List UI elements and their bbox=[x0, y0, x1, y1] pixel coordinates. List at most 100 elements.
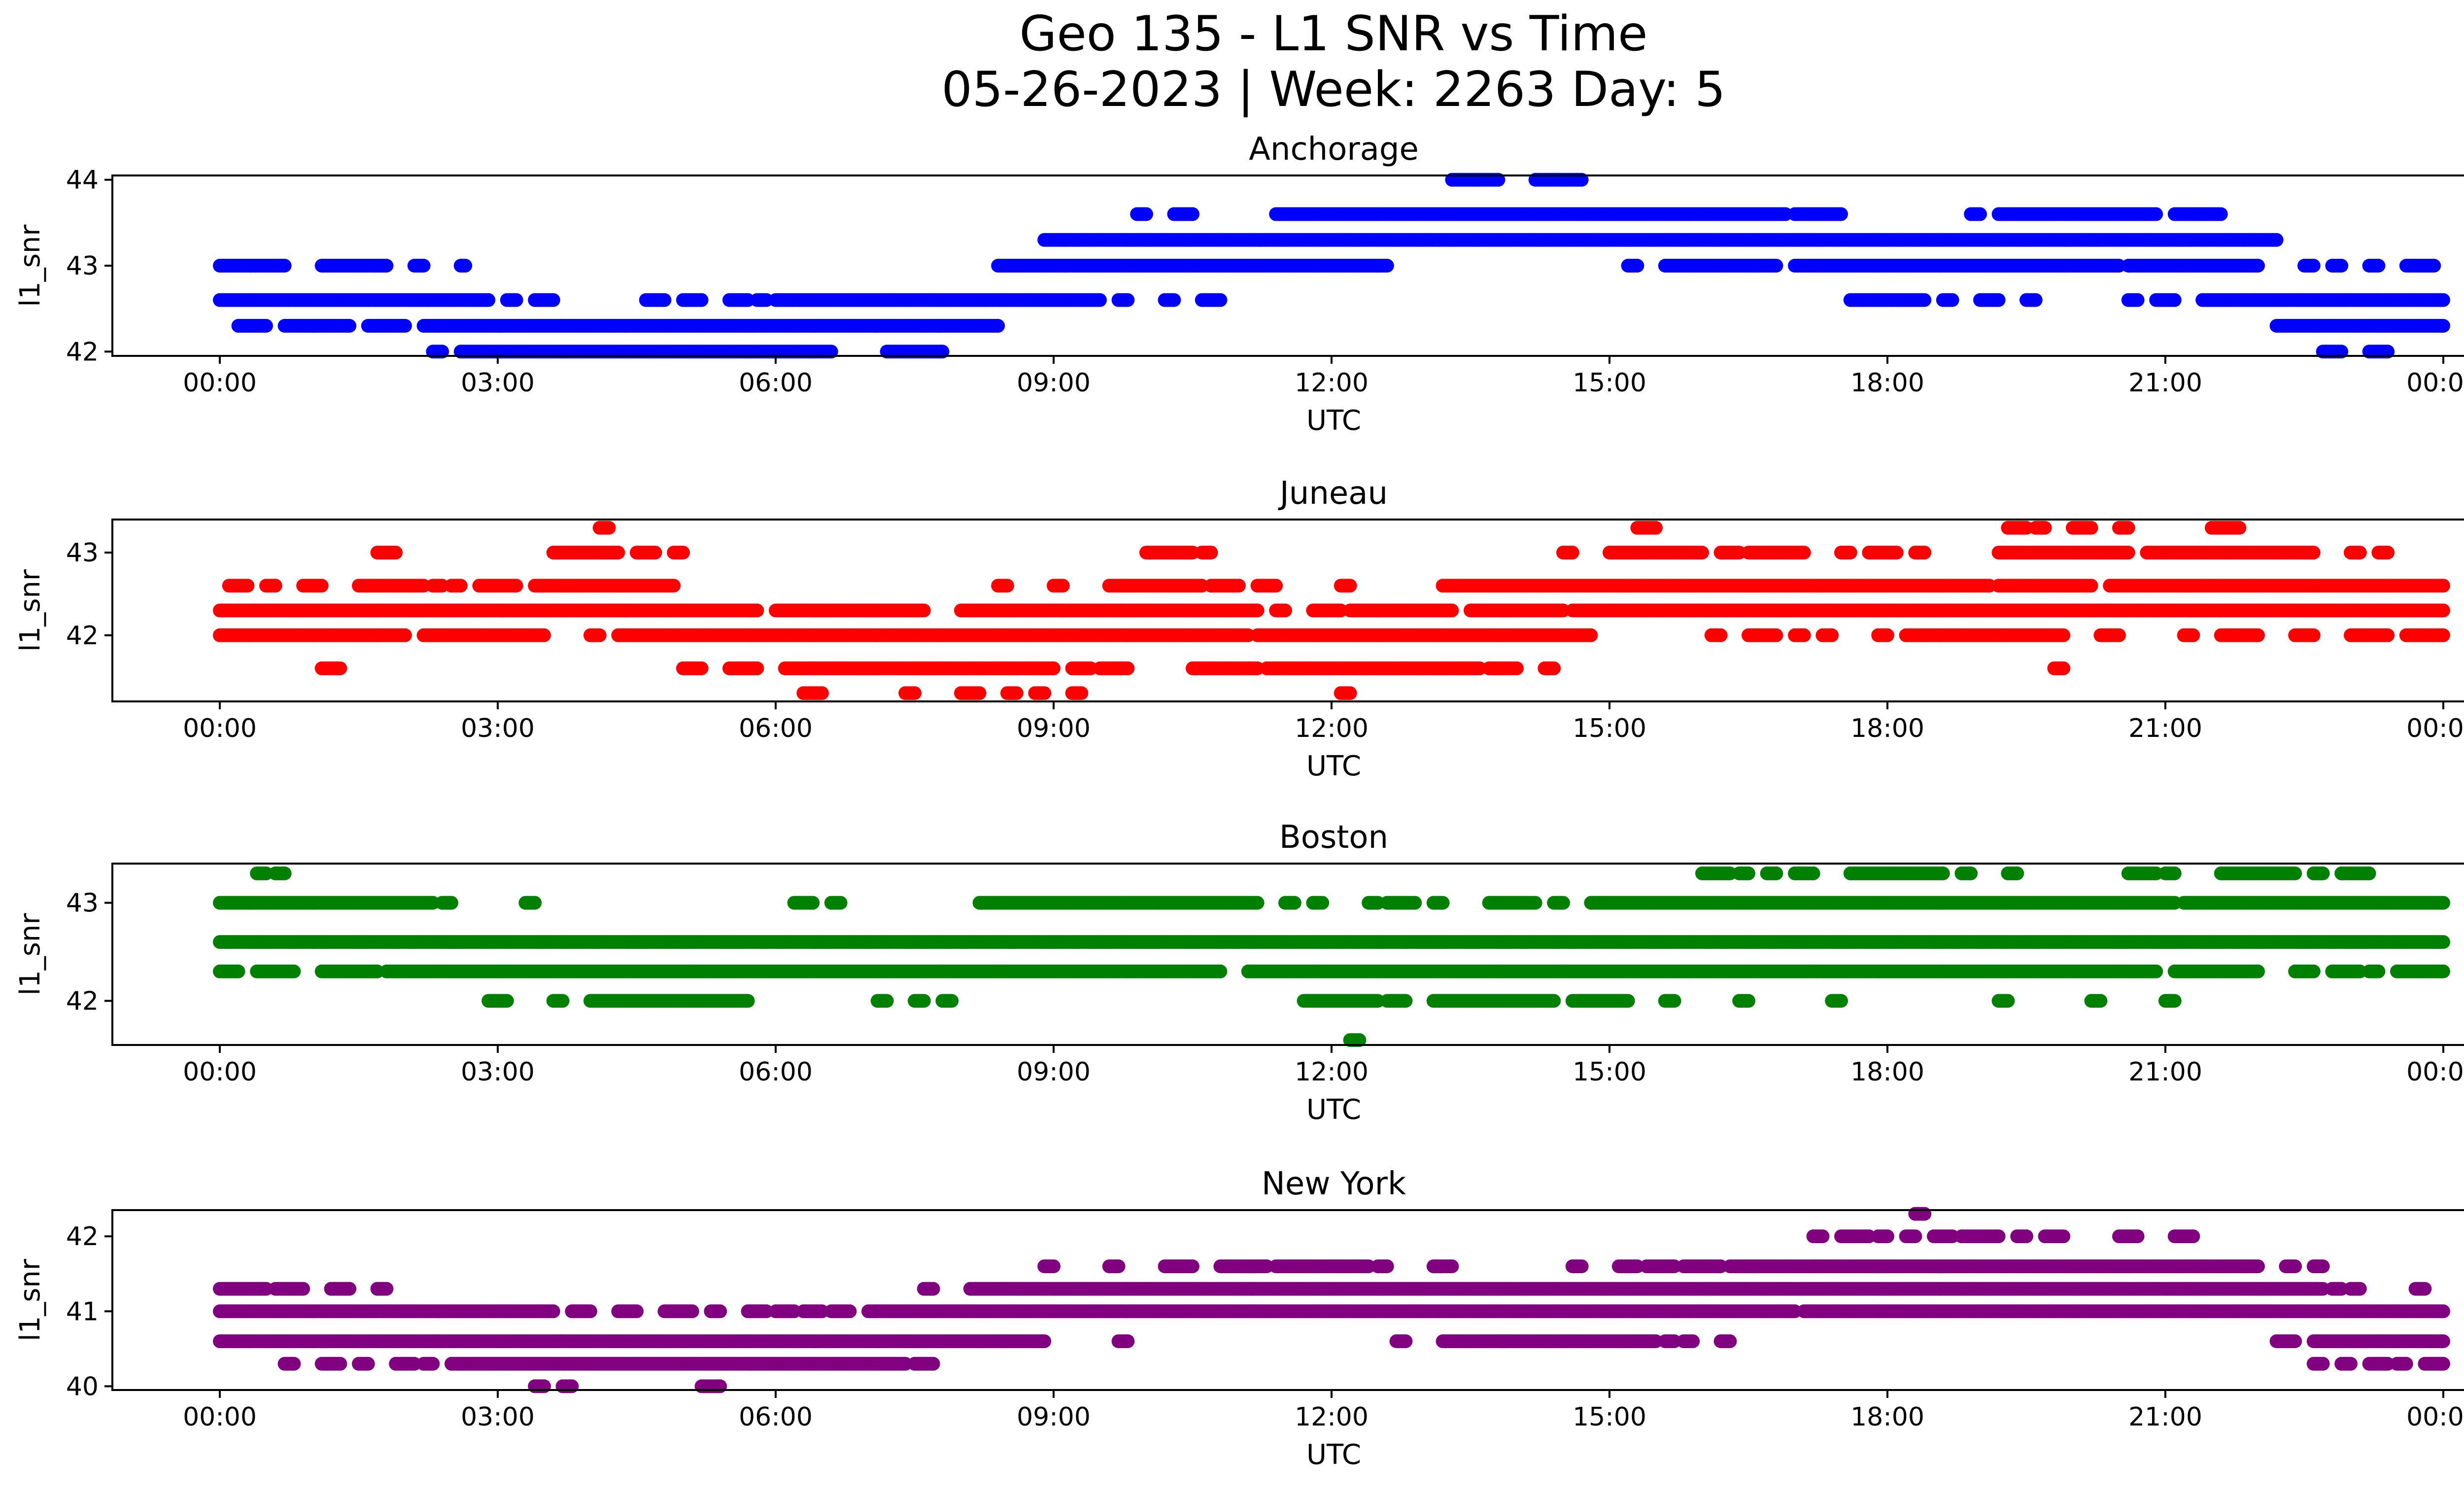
data-point bbox=[379, 259, 394, 273]
data-point bbox=[509, 293, 523, 307]
data-point bbox=[1695, 546, 1709, 560]
data-point bbox=[509, 579, 523, 593]
data-point bbox=[416, 259, 431, 273]
data-point bbox=[1186, 207, 1199, 221]
data-point bbox=[2306, 546, 2321, 560]
data-point bbox=[917, 603, 931, 618]
data-point bbox=[2381, 546, 2395, 560]
data-point bbox=[342, 319, 357, 333]
subplot-title: Anchorage bbox=[1249, 131, 1419, 168]
data-point bbox=[240, 579, 255, 593]
data-point bbox=[389, 546, 403, 560]
data-point bbox=[611, 546, 625, 560]
data-point bbox=[398, 319, 412, 333]
data-point bbox=[1204, 546, 1218, 560]
data-point bbox=[1213, 293, 1228, 307]
data-point bbox=[1139, 207, 1153, 221]
data-point bbox=[458, 259, 473, 273]
data-point bbox=[1843, 546, 1857, 560]
data-point bbox=[1167, 293, 1181, 307]
data-point bbox=[2028, 293, 2043, 307]
data-point bbox=[1093, 293, 1107, 307]
data-point bbox=[1797, 546, 1811, 560]
x-tick-label: 18:00 bbox=[1850, 368, 1924, 398]
x-tick-label: 00:00 bbox=[183, 368, 257, 398]
data-point bbox=[667, 579, 681, 593]
data-point bbox=[2436, 293, 2450, 307]
y-tick-label: 44 bbox=[66, 166, 99, 195]
data-point bbox=[2130, 293, 2145, 307]
data-point bbox=[277, 259, 292, 273]
x-tick-label: 09:00 bbox=[1017, 368, 1091, 398]
data-point bbox=[1630, 259, 1644, 273]
data-point bbox=[1917, 546, 1932, 560]
data-point bbox=[2121, 521, 2135, 535]
data-point bbox=[314, 579, 329, 593]
data-point bbox=[268, 579, 282, 593]
x-tick-label: 00:00 bbox=[2406, 368, 2464, 398]
data-point bbox=[657, 293, 672, 307]
data-point bbox=[481, 293, 496, 307]
data-point bbox=[453, 579, 468, 593]
data-point bbox=[1380, 259, 1394, 273]
data-point bbox=[602, 521, 616, 535]
data-point bbox=[2269, 233, 2284, 247]
figure-title-line2: 05-26-2023 | Week: 2263 Day: 5 bbox=[942, 62, 1726, 118]
data-point bbox=[2149, 207, 2163, 221]
data-point bbox=[1343, 579, 1357, 593]
data-point bbox=[1917, 293, 1932, 307]
y-tick-label: 43 bbox=[66, 251, 99, 281]
data-point bbox=[2121, 546, 2135, 560]
data-point bbox=[1834, 207, 1848, 221]
data-point bbox=[2232, 521, 2247, 535]
data-point bbox=[1232, 579, 1246, 593]
scatter-series-anchorage bbox=[213, 173, 2450, 359]
data-point bbox=[1269, 579, 1283, 593]
data-point bbox=[1769, 259, 1783, 273]
x-tick-label: 03:00 bbox=[461, 368, 535, 398]
data-point bbox=[2436, 319, 2450, 333]
data-point bbox=[2334, 259, 2349, 273]
data-point bbox=[750, 603, 764, 618]
data-point bbox=[2436, 579, 2450, 593]
data-point bbox=[2251, 259, 2265, 273]
x-tick-label: 21:00 bbox=[2128, 368, 2202, 398]
data-point bbox=[1121, 293, 1135, 307]
data-point bbox=[2306, 259, 2321, 273]
data-point bbox=[676, 546, 690, 560]
data-point bbox=[694, 293, 709, 307]
figure-title-line1: Geo 135 - L1 SNR vs Time bbox=[1020, 6, 1648, 62]
data-point bbox=[2427, 259, 2441, 273]
data-point bbox=[1278, 603, 1292, 618]
data-point bbox=[1649, 521, 1663, 535]
data-point bbox=[2353, 546, 2367, 560]
data-point bbox=[1945, 293, 1959, 307]
x-tick-label: 15:00 bbox=[1573, 368, 1646, 398]
data-point bbox=[1250, 603, 1265, 618]
y-axis-label: l1_snr bbox=[14, 224, 46, 307]
data-point bbox=[1056, 579, 1070, 593]
data-point bbox=[648, 546, 662, 560]
data-point bbox=[1565, 546, 1579, 560]
data-point bbox=[2214, 207, 2228, 221]
x-axis-label: UTC bbox=[1306, 405, 1361, 437]
data-point bbox=[1991, 293, 2006, 307]
data-point bbox=[2084, 579, 2098, 593]
x-tick-label: 12:00 bbox=[1295, 368, 1369, 398]
subplots: Anchorage 00:00 03:00 06:00 09:00 12:00 15:00 1… bbox=[14, 131, 2464, 1471]
data-point bbox=[1000, 579, 1014, 593]
data-point bbox=[991, 319, 1005, 333]
data-point bbox=[1889, 546, 1904, 560]
subplot-anchorage: Anchorage 00:00 03:00 06:00 09:00 12:00 15:00 1… bbox=[14, 131, 2464, 437]
data-point bbox=[2167, 293, 2182, 307]
data-point bbox=[2038, 521, 2052, 535]
data-point bbox=[2371, 259, 2386, 273]
data-point bbox=[2084, 521, 2098, 535]
subplot-title: Juneau bbox=[1278, 475, 1388, 512]
data-point bbox=[1973, 207, 1987, 221]
x-tick-label: 06:00 bbox=[739, 368, 813, 398]
y-tick-label: 42 bbox=[66, 337, 99, 367]
data-point bbox=[259, 319, 273, 333]
data-point bbox=[546, 293, 560, 307]
